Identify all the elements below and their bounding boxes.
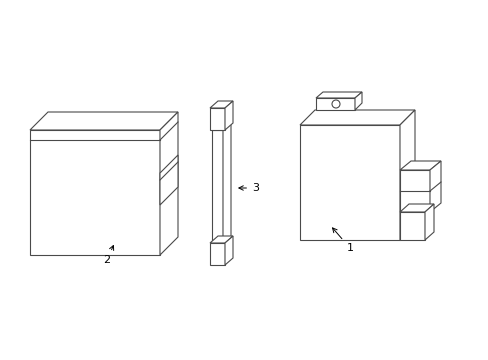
- Polygon shape: [399, 212, 424, 240]
- Polygon shape: [429, 161, 440, 212]
- Polygon shape: [299, 110, 414, 125]
- Circle shape: [331, 100, 339, 108]
- Polygon shape: [223, 123, 230, 245]
- Text: 3: 3: [238, 183, 259, 193]
- Polygon shape: [424, 204, 433, 240]
- Polygon shape: [299, 125, 399, 240]
- Text: 2: 2: [103, 246, 113, 265]
- Polygon shape: [224, 101, 232, 130]
- Polygon shape: [209, 101, 232, 108]
- Polygon shape: [315, 92, 361, 98]
- Polygon shape: [30, 130, 160, 255]
- Polygon shape: [160, 112, 178, 255]
- Polygon shape: [30, 112, 178, 130]
- Polygon shape: [354, 92, 361, 110]
- Polygon shape: [209, 236, 232, 243]
- Polygon shape: [212, 130, 223, 245]
- Polygon shape: [209, 243, 224, 265]
- Polygon shape: [209, 108, 224, 130]
- Polygon shape: [399, 161, 440, 170]
- Polygon shape: [315, 98, 354, 110]
- Text: 1: 1: [332, 228, 353, 253]
- Polygon shape: [399, 170, 429, 212]
- Polygon shape: [399, 204, 433, 212]
- Polygon shape: [224, 236, 232, 265]
- Polygon shape: [399, 110, 414, 240]
- Polygon shape: [160, 155, 178, 205]
